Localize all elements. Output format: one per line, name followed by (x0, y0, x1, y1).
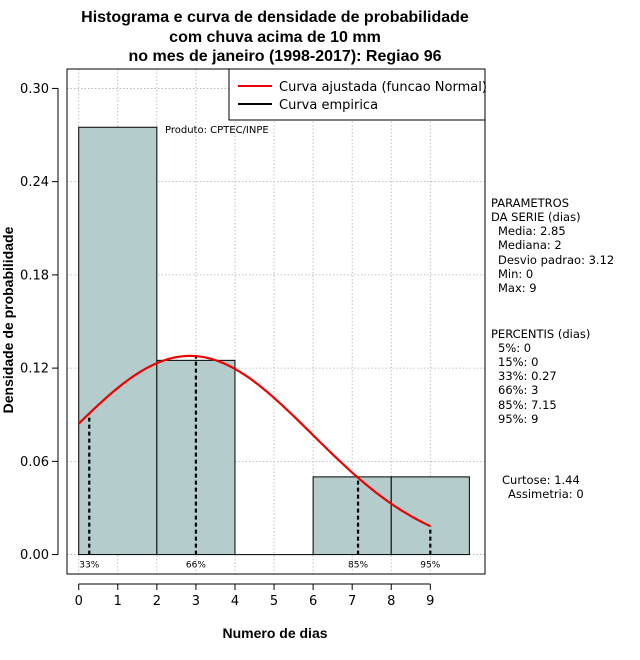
percentil-33: 33%: 0.27 (498, 369, 557, 383)
percentile-label: 66% (186, 561, 206, 571)
x-tick-label: 3 (192, 594, 200, 609)
histogram-bar (78, 126, 158, 556)
y-tick-label: 0.12 (20, 362, 49, 377)
x-tick-label: 0 (75, 594, 83, 609)
y-tick-label: 0.18 (20, 268, 49, 283)
percentile-labels: 33% 66% 85% 95% (79, 561, 440, 571)
percentile-label: 95% (420, 561, 440, 571)
x-tick-label: 5 (270, 594, 278, 609)
x-tick-label: 2 (153, 594, 161, 609)
y-tick-label: 0.06 (20, 455, 49, 470)
parametro-min: Min: 0 (498, 267, 533, 281)
percentil-5: 5%: 0 (498, 341, 531, 355)
assimetria-value: Assimetria: 0 (508, 487, 584, 501)
y-axis: 0.00 0.06 0.12 0.18 0.24 0.30 (20, 82, 59, 563)
parametro-desvio: Desvio padrao: 3.12 (498, 253, 614, 267)
x-axis: 0 1 2 3 4 5 6 7 8 9 (75, 583, 434, 609)
x-tick-label: 8 (387, 594, 395, 609)
histogram-bar (312, 476, 392, 556)
legend-fitted-label: Curva ajustada (funcao Normal) (279, 80, 487, 95)
histogram-bar (390, 476, 470, 556)
fitted-normal-curve (77, 354, 431, 528)
x-tick-label: 6 (309, 594, 317, 609)
x-tick-label: 7 (348, 594, 356, 609)
x-tick-label: 9 (426, 594, 434, 609)
percentil-15: 15%: 0 (498, 355, 538, 369)
x-tick-label: 4 (231, 594, 239, 609)
source-note: Produto: CPTEC/INPE (165, 125, 269, 136)
percentis-title: PERCENTIS (dias) (491, 327, 590, 341)
parametro-mediana: Mediana: 2 (498, 238, 562, 252)
percentile-label: 33% (79, 561, 99, 571)
legend-box (228, 68, 486, 121)
percentil-85: 85%: 7.15 (498, 398, 557, 412)
y-tick-label: 0.30 (20, 82, 49, 97)
percentil-66: 66%: 3 (498, 383, 538, 397)
chart-title-line-2: com chuva acima de 10 mm (169, 29, 381, 46)
histogram-bars (78, 126, 470, 556)
curtose-value: Curtose: 1.44 (502, 473, 580, 487)
legend: Curva ajustada (funcao Normal) Curva emp… (228, 68, 487, 121)
parametro-max: Max: 9 (498, 281, 537, 295)
chart-title-line-3: no mes de janeiro (1998-2017): Regiao 96 (128, 48, 441, 65)
parametros-title-2: DA SERIE (dias) (491, 210, 581, 224)
percentile-lines (88, 356, 432, 555)
parametros-panel: PARAMETROS DA SERIE (dias) Media: 2.85 M… (491, 196, 614, 295)
parametros-title-1: PARAMETROS (491, 196, 569, 210)
y-axis-title: Densidade de probabilidade (0, 226, 16, 413)
shape-panel: Curtose: 1.44 Assimetria: 0 (502, 473, 584, 501)
percentis-panel: PERCENTIS (dias) 5%: 0 15%: 0 33%: 0.27 … (491, 327, 590, 426)
percentil-95: 95%: 9 (498, 412, 538, 426)
percentile-label: 85% (348, 561, 368, 571)
y-tick-label: 0.24 (20, 175, 49, 190)
parametro-media: Media: 2.85 (498, 224, 566, 238)
x-axis-title: Numero de dias (222, 625, 327, 641)
plot-area: 33% 66% 85% 95% Produto: CPTEC/INPE (66, 68, 486, 575)
chart-title-line-1: Histograma e curva de densidade de proba… (81, 9, 469, 26)
x-tick-label: 1 (114, 594, 122, 609)
legend-empirical-label: Curva empirica (279, 98, 378, 113)
y-tick-label: 0.00 (20, 548, 49, 563)
